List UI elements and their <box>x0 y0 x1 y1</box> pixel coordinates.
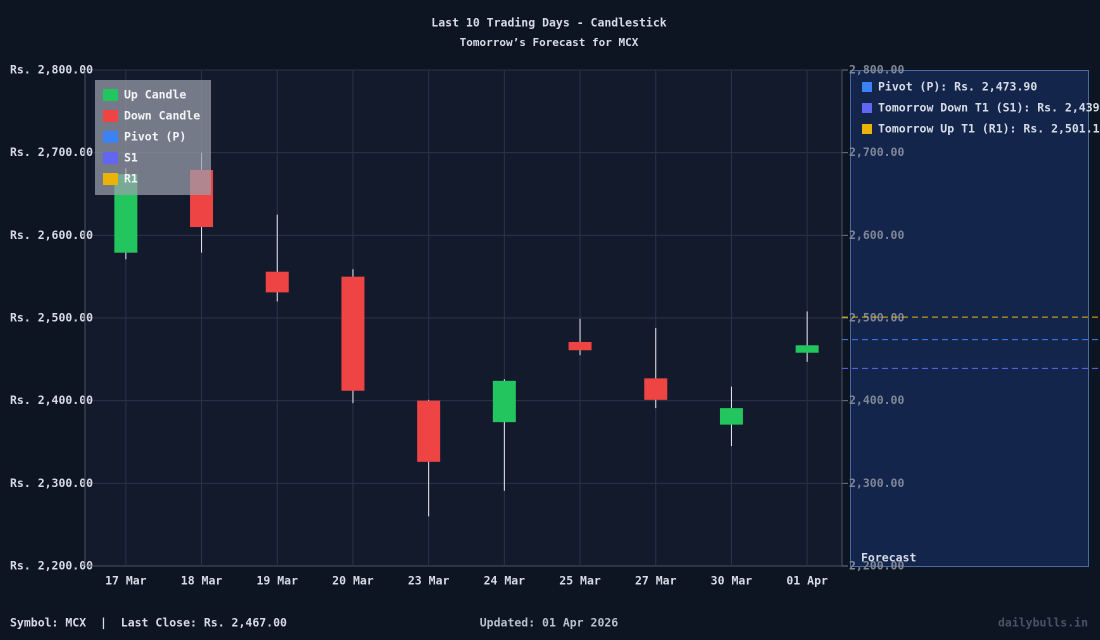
candle-body <box>568 341 592 351</box>
forecast-panel <box>850 70 1089 567</box>
y-tick-label: Rs. 2,400.00 <box>10 393 93 407</box>
candle-body <box>265 271 289 293</box>
legend-label: R1 <box>124 172 138 186</box>
footer-center: Updated: 01 Apr 2026 <box>480 616 619 630</box>
legend-label: S1 <box>124 151 138 165</box>
level-legend-swatch <box>862 82 872 92</box>
forecast-label: Forecast <box>861 551 916 565</box>
legend-label: Pivot (P) <box>124 130 186 144</box>
y2-tick-label: 2,800.00 <box>849 63 904 77</box>
candle-body <box>341 276 365 391</box>
candle-body <box>492 380 516 423</box>
y2-tick-label: 2,600.00 <box>849 228 904 242</box>
footer-right: dailybulls.in <box>998 616 1088 630</box>
x-tick-label: 30 Mar <box>711 574 753 588</box>
y-tick-label: Rs. 2,700.00 <box>10 145 93 159</box>
level-legend-label: Pivot (P): Rs. 2,473.90 <box>878 80 1037 94</box>
legend-swatch <box>103 173 118 185</box>
y-tick-label: Rs. 2,600.00 <box>10 228 93 242</box>
candle-body <box>417 400 441 462</box>
y-tick-label: Rs. 2,300.00 <box>10 476 93 490</box>
candle-body <box>719 408 743 425</box>
legend-label: Down Candle <box>124 109 200 123</box>
legend-swatch <box>103 110 118 122</box>
legend-swatch <box>103 131 118 143</box>
x-tick-label: 17 Mar <box>105 574 147 588</box>
y2-tick-label: 2,200.00 <box>849 559 904 573</box>
legend: Up Candle Down Candle Pivot (P) S1 R1 <box>95 80 211 195</box>
y-tick-label: Rs. 2,800.00 <box>10 63 93 77</box>
footer-left: Symbol: MCX | Last Close: Rs. 2,467.00 <box>10 616 287 630</box>
chart-subtitle: Tomorrow’s Forecast for MCX <box>460 36 639 49</box>
x-tick-label: 19 Mar <box>256 574 298 588</box>
candle-body <box>644 378 668 400</box>
legend-swatch <box>103 89 118 101</box>
x-tick-label: 01 Apr <box>786 574 828 588</box>
legend-swatch <box>103 152 118 164</box>
x-tick-label: 20 Mar <box>332 574 374 588</box>
y2-tick-label: 2,300.00 <box>849 476 904 490</box>
candle-body <box>795 345 819 353</box>
level-legend-swatch <box>862 124 872 134</box>
y-tick-label: Rs. 2,500.00 <box>10 311 93 325</box>
y2-tick-label: 2,700.00 <box>849 145 904 159</box>
x-tick-label: 18 Mar <box>181 574 223 588</box>
x-tick-label: 23 Mar <box>408 574 450 588</box>
legend-label: Up Candle <box>124 88 186 102</box>
level-legend-swatch <box>862 103 872 113</box>
level-legend-label: Tomorrow Up T1 (R1): Rs. 2,501.1 <box>878 122 1100 136</box>
x-tick-label: 27 Mar <box>635 574 677 588</box>
y-tick-label: Rs. 2,200.00 <box>10 559 93 573</box>
level-legend-label: Tomorrow Down T1 (S1): Rs. 2,439 <box>878 101 1100 115</box>
x-tick-label: 25 Mar <box>559 574 601 588</box>
x-tick-label: 24 Mar <box>484 574 526 588</box>
chart-title: Last 10 Trading Days - Candlestick <box>431 16 666 30</box>
y2-tick-label: 2,400.00 <box>849 393 904 407</box>
